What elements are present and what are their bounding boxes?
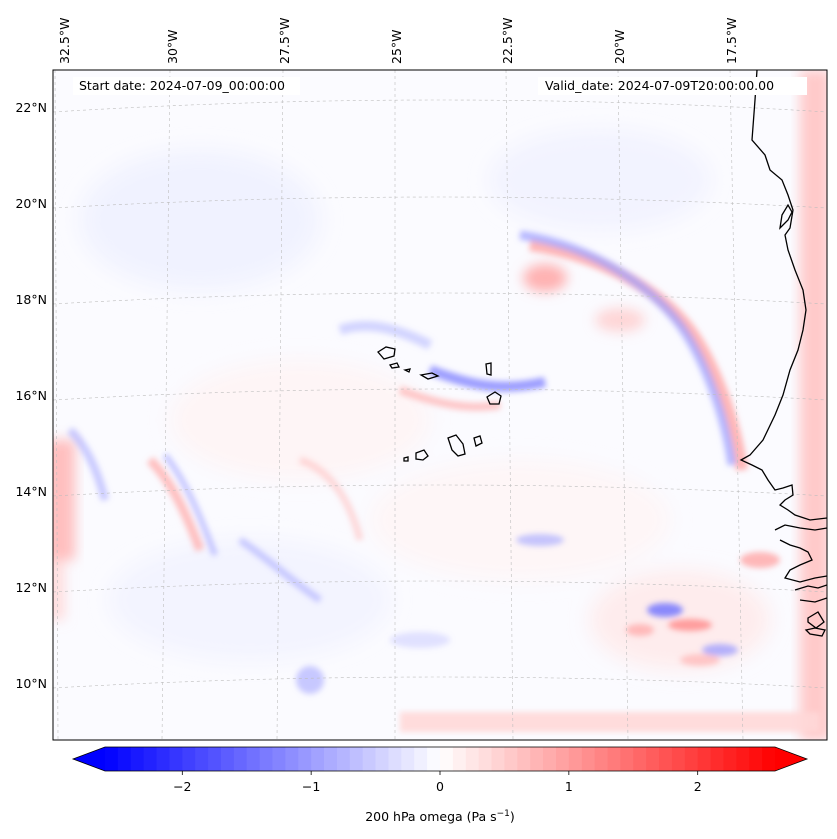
colorbar-cell	[607, 747, 621, 771]
colorbar-tick-label: 1	[565, 779, 573, 794]
colorbar-cell	[195, 747, 209, 771]
lon-label: 22.5°W	[500, 18, 515, 64]
colorbar-cell	[414, 747, 428, 771]
colorbar-cell	[555, 747, 570, 771]
lat-label: 22°N	[15, 100, 47, 115]
colorbar-extend-min	[73, 747, 105, 771]
colorbar-cell	[362, 747, 377, 771]
colorbar-cell	[388, 747, 402, 771]
lat-label: 20°N	[15, 196, 47, 211]
colorbar-cell	[530, 747, 544, 771]
colorbar-cell	[285, 747, 299, 771]
lat-label: 10°N	[15, 676, 47, 691]
colorbar-outline	[71, 746, 809, 772]
colorbar-cell	[233, 747, 248, 771]
colorbar-cell	[105, 747, 119, 771]
colorbar-cell	[169, 747, 183, 771]
colorbar-cell	[543, 747, 557, 771]
colorbar-cell	[646, 747, 660, 771]
colorbar-cell	[259, 747, 274, 771]
graticule	[53, 70, 827, 740]
colorbar-ticks: −2 −1 0 1 2	[173, 771, 702, 794]
colorbar-cell	[762, 747, 776, 771]
longitude-labels: 32.5°W 30°W 27.5°W 25°W 22.5°W 20°W 17.5…	[57, 18, 739, 64]
colorbar-cell	[375, 747, 390, 771]
colorbar-cell	[143, 747, 158, 771]
colorbar-label: 200 hPa omega (Pa s−1)	[365, 809, 515, 824]
colorbar-cell	[272, 747, 286, 771]
colorbar-cell	[440, 747, 454, 771]
start-date-text: Start date: 2024-07-09_00:00:00	[79, 78, 285, 93]
lon-label: 17.5°W	[724, 18, 739, 64]
omega-field	[53, 70, 827, 740]
colorbar-cell	[311, 747, 325, 771]
colorbar-cell	[208, 747, 222, 771]
lon-label: 27.5°W	[277, 18, 292, 64]
lon-label: 25°W	[389, 29, 404, 64]
colorbar-cell	[581, 747, 596, 771]
colorbar-cell	[117, 747, 132, 771]
lat-label: 18°N	[15, 292, 47, 307]
colorbar-cell	[491, 747, 506, 771]
colorbar-cell	[697, 747, 712, 771]
colorbar-cell	[684, 747, 699, 771]
colorbar-cell	[594, 747, 609, 771]
colorbar-cell	[633, 747, 647, 771]
colorbar-cell	[736, 747, 750, 771]
colorbar-cell	[517, 747, 531, 771]
colorbar-tick-label: 2	[694, 779, 702, 794]
colorbar-cell	[349, 747, 364, 771]
colorbar-tick-label: 0	[436, 779, 444, 794]
colorbar-cells	[105, 747, 776, 771]
lat-label: 14°N	[15, 484, 47, 499]
valid-date-text: Valid_date: 2024-07-09T20:00:00.00	[545, 78, 774, 93]
colorbar-cell	[465, 747, 480, 771]
colorbar-cell	[182, 747, 196, 771]
map-frame	[52, 69, 828, 741]
colorbar-cell	[671, 747, 686, 771]
lon-label: 30°W	[165, 29, 180, 64]
lon-label: 20°W	[612, 29, 627, 64]
colorbar-cell	[298, 747, 312, 771]
colorbar: −2 −1 0 1 2 200 hPa omega (Pa s−1)	[71, 746, 809, 824]
colorbar-cell	[504, 747, 518, 771]
colorbar-cell	[568, 747, 583, 771]
colorbar-tick-label: −1	[302, 779, 320, 794]
colorbar-cell	[452, 747, 467, 771]
colorbar-cell	[659, 747, 673, 771]
colorbar-cell	[478, 747, 493, 771]
lat-label: 12°N	[15, 580, 47, 595]
colorbar-tick-label: −2	[173, 779, 191, 794]
lon-label: 32.5°W	[57, 18, 72, 64]
colorbar-cell	[336, 747, 351, 771]
map-panel: Start date: 2024-07-09_00:00:00 Valid_da…	[52, 69, 828, 741]
colorbar-cell	[220, 747, 235, 771]
colorbar-cell	[156, 747, 171, 771]
colorbar-cell	[723, 747, 737, 771]
colorbar-cell	[749, 747, 763, 771]
lat-label: 16°N	[15, 388, 47, 403]
colorbar-cell	[246, 747, 261, 771]
colorbar-cell	[130, 747, 145, 771]
cape-verde-islands	[377, 346, 502, 462]
latitude-labels: 22°N 20°N 18°N 16°N 14°N 12°N 10°N	[15, 100, 47, 691]
colorbar-extend-max	[775, 747, 807, 771]
colorbar-cell	[427, 747, 441, 771]
colorbar-cell	[401, 747, 415, 771]
colorbar-cell	[324, 747, 338, 771]
colorbar-cell	[620, 747, 634, 771]
colorbar-cell	[710, 747, 725, 771]
date-header: Start date: 2024-07-09_00:00:00 Valid_da…	[73, 77, 807, 95]
coastline-africa	[739, 70, 827, 637]
